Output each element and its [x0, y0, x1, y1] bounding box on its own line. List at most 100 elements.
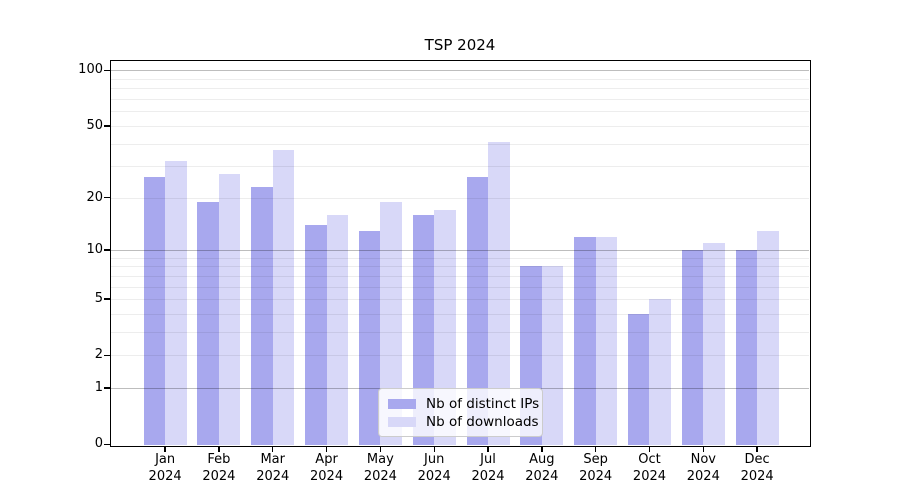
x-tick-mark [433, 446, 435, 452]
x-tick-month: Aug [529, 452, 555, 467]
y-tick-mark [104, 354, 110, 356]
gridline-minor [111, 125, 809, 127]
x-tick-month: Feb [207, 452, 231, 467]
x-tick-mark [379, 446, 382, 452]
x-tick-label-nov: Nov 2024 [671, 451, 735, 485]
x-tick-mark [541, 446, 543, 452]
x-tick-month: May [366, 452, 394, 467]
x-tick-year: 2024 [256, 469, 290, 484]
x-tick-label-mar: Mar 2024 [241, 451, 305, 485]
x-tick-year: 2024 [740, 469, 774, 484]
x-tick-mark [594, 446, 597, 452]
y-tick-label: 20 [86, 189, 103, 205]
x-tick-year: 2024 [686, 469, 720, 484]
bar-distinct-ips-jun [412, 214, 435, 446]
bar-downloads-jun [434, 210, 456, 446]
x-tick-label-oct: Oct 2024 [617, 451, 681, 485]
bar-distinct-ips-may [358, 230, 381, 446]
y-tick-mark [104, 249, 110, 251]
y-tick-label: 0 [94, 436, 103, 452]
x-tick-year: 2024 [310, 469, 344, 484]
x-tick-month: Nov [690, 452, 716, 467]
bar-distinct-ips-mar [251, 186, 273, 446]
x-tick-mark [702, 446, 704, 452]
x-tick-label-aug: Aug 2024 [510, 451, 574, 485]
x-tick-label-jul: Jul 2024 [456, 451, 520, 485]
y-tick-mark [104, 298, 110, 300]
bar-downloads-aug [541, 266, 564, 446]
y-tick-label: 2 [94, 347, 103, 363]
legend-label-distinct-ips: Nb of distinct IPs [426, 395, 540, 412]
gridline-minor [111, 88, 809, 90]
x-tick-mark [648, 446, 651, 452]
y-tick-label: 5 [94, 291, 103, 307]
bar-downloads-feb [218, 174, 241, 446]
x-tick-month: Jan [155, 452, 176, 467]
gridline-minor [111, 286, 809, 288]
legend-label-downloads: Nb of downloads [426, 413, 539, 430]
y-tick-label: 10 [86, 242, 103, 258]
bar-distinct-ips-dec [735, 250, 758, 446]
x-tick-mark [272, 446, 274, 452]
bar-distinct-ips-apr [305, 224, 327, 446]
x-tick-mark [487, 446, 489, 452]
bar-distinct-ips-sep [574, 236, 596, 446]
bar-distinct-ips-oct [627, 313, 650, 446]
x-tick-month: Mar [260, 452, 285, 467]
y-tick-mark [104, 443, 110, 445]
x-tick-month: Jun [424, 452, 445, 467]
x-tick-year: 2024 [417, 469, 451, 484]
gridline-minor [111, 166, 809, 168]
gridline-minor [111, 313, 809, 315]
x-tick-label-may: May 2024 [348, 451, 412, 485]
x-tick-mark [218, 446, 220, 452]
x-tick-label-sep: Sep 2024 [564, 451, 628, 485]
gridline-minor [111, 257, 809, 259]
bar-distinct-ips-jan [143, 177, 166, 446]
legend-swatch-downloads [388, 416, 416, 427]
bar-distinct-ips-feb [197, 201, 219, 446]
y-tick-label: 1 [94, 380, 103, 396]
x-tick-label-dec: Dec 2024 [725, 451, 789, 485]
x-tick-year: 2024 [579, 469, 613, 484]
x-tick-month: Jul [480, 452, 496, 467]
bar-downloads-jan [165, 161, 187, 446]
gridline-minor [111, 197, 809, 199]
gridline-minor [111, 78, 809, 80]
legend-entry-distinct-ips: Nb of distinct IPs [388, 395, 539, 412]
y-tick-mark [104, 387, 110, 389]
bar-distinct-ips-jul [466, 177, 489, 446]
bar-downloads-may [380, 201, 402, 446]
gridline-minor [111, 355, 809, 357]
y-tick-label: 50 [86, 117, 103, 133]
y-tick-mark [104, 125, 110, 127]
bar-downloads-dec [757, 230, 779, 446]
x-tick-label-jan: Jan 2024 [133, 451, 197, 485]
gridline-minor [111, 275, 809, 277]
gridline-minor [111, 111, 809, 113]
bar-downloads-oct [649, 299, 671, 446]
x-tick-month: Apr [315, 452, 338, 467]
legend-swatch-distinct-ips [388, 398, 416, 409]
x-tick-mark [756, 446, 758, 452]
gridline-major [111, 70, 809, 72]
legend-entry-downloads: Nb of downloads [388, 413, 539, 430]
x-tick-year: 2024 [363, 469, 397, 484]
x-tick-label-feb: Feb 2024 [187, 451, 251, 485]
bar-downloads-nov [703, 243, 725, 446]
gridline-minor [111, 143, 809, 145]
x-tick-year: 2024 [148, 469, 182, 484]
y-tick-label: 100 [78, 62, 103, 78]
x-tick-label-apr: Apr 2024 [295, 451, 359, 485]
bar-downloads-apr [326, 214, 349, 446]
gridline-minor [111, 332, 809, 333]
chart-title: TSP 2024 [424, 36, 496, 54]
legend: Nb of distinct IPs Nb of downloads [378, 388, 543, 437]
gridline-minor [111, 266, 809, 268]
gridline-major [111, 250, 809, 252]
bar-distinct-ips-nov [681, 250, 704, 446]
x-tick-year: 2024 [471, 469, 505, 484]
x-tick-year: 2024 [202, 469, 236, 484]
bar-downloads-sep [595, 236, 618, 446]
